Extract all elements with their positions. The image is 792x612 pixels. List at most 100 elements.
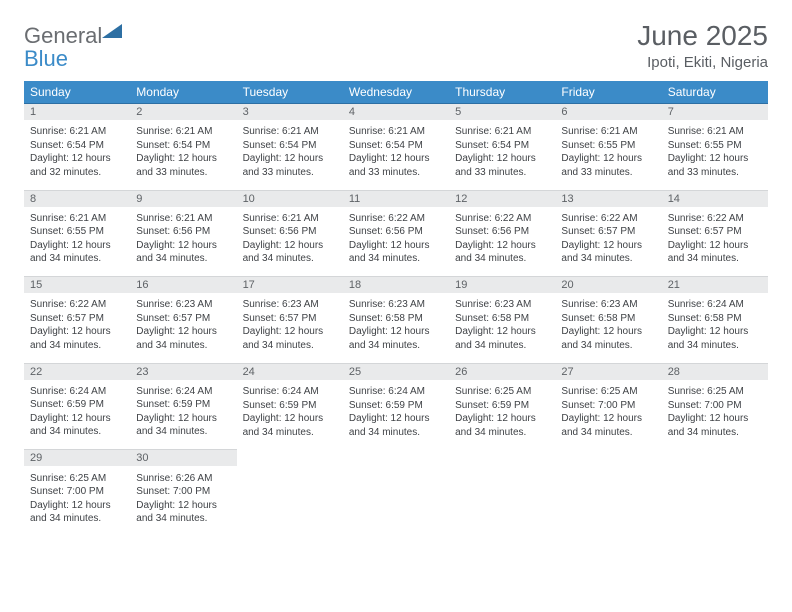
sunrise-line: Sunrise: 6:24 AM [30,385,124,399]
title-block: June 2025 Ipoti, Ekiti, Nigeria [637,20,768,71]
sunrise-line: Sunrise: 6:22 AM [668,212,762,226]
daylight-line: Daylight: 12 hours and 32 minutes. [30,152,124,179]
sunrise-line: Sunrise: 6:21 AM [30,125,124,139]
sunset-line: Sunset: 6:59 PM [243,399,337,413]
daylight-line: Daylight: 12 hours and 34 minutes. [243,325,337,352]
sunrise-line: Sunrise: 6:24 AM [349,385,443,399]
day-number-cell: 29 [24,450,130,467]
sunset-line: Sunset: 6:56 PM [136,225,230,239]
day-number-cell: 23 [130,363,236,380]
sunrise-line: Sunrise: 6:21 AM [455,125,549,139]
day-number-cell: 11 [343,190,449,207]
day-header: Tuesday [237,81,343,104]
sunset-line: Sunset: 6:54 PM [349,139,443,153]
day-number-row: 891011121314 [24,190,768,207]
sunrise-line: Sunrise: 6:21 AM [136,212,230,226]
day-content-cell: Sunrise: 6:22 AMSunset: 6:57 PMDaylight:… [662,207,768,277]
day-number-cell [449,450,555,467]
logo-triangle-icon [102,24,122,40]
day-content-cell: Sunrise: 6:22 AMSunset: 6:56 PMDaylight:… [449,207,555,277]
daylight-line: Daylight: 12 hours and 34 minutes. [349,412,443,439]
day-content-cell: Sunrise: 6:23 AMSunset: 6:58 PMDaylight:… [449,293,555,363]
sunrise-line: Sunrise: 6:21 AM [136,125,230,139]
daylight-line: Daylight: 12 hours and 34 minutes. [136,325,230,352]
day-content-cell [449,466,555,536]
sunrise-line: Sunrise: 6:21 AM [561,125,655,139]
day-number-cell: 4 [343,104,449,121]
sunset-line: Sunset: 6:54 PM [136,139,230,153]
sunset-line: Sunset: 7:00 PM [561,399,655,413]
sunset-line: Sunset: 6:58 PM [561,312,655,326]
day-content-cell: Sunrise: 6:21 AMSunset: 6:56 PMDaylight:… [237,207,343,277]
sunrise-line: Sunrise: 6:24 AM [243,385,337,399]
calendar-body: 1234567Sunrise: 6:21 AMSunset: 6:54 PMDa… [24,104,768,537]
day-content-row: Sunrise: 6:21 AMSunset: 6:55 PMDaylight:… [24,207,768,277]
sunset-line: Sunset: 6:57 PM [136,312,230,326]
day-number-row: 22232425262728 [24,363,768,380]
logo-word-blue: Blue [24,46,68,71]
day-number-cell: 20 [555,277,661,294]
daylight-line: Daylight: 12 hours and 34 minutes. [30,499,124,526]
daylight-line: Daylight: 12 hours and 34 minutes. [136,239,230,266]
sunset-line: Sunset: 6:58 PM [668,312,762,326]
day-number-cell: 30 [130,450,236,467]
day-content-cell: Sunrise: 6:22 AMSunset: 6:57 PMDaylight:… [24,293,130,363]
day-number-cell: 27 [555,363,661,380]
sunset-line: Sunset: 6:54 PM [243,139,337,153]
sunrise-line: Sunrise: 6:23 AM [349,298,443,312]
sunrise-line: Sunrise: 6:24 AM [668,298,762,312]
sunset-line: Sunset: 7:00 PM [136,485,230,499]
daylight-line: Daylight: 12 hours and 34 minutes. [455,412,549,439]
sunrise-line: Sunrise: 6:23 AM [136,298,230,312]
day-content-cell: Sunrise: 6:22 AMSunset: 6:57 PMDaylight:… [555,207,661,277]
day-content-cell: Sunrise: 6:23 AMSunset: 6:58 PMDaylight:… [343,293,449,363]
day-content-cell [555,466,661,536]
sunrise-line: Sunrise: 6:21 AM [349,125,443,139]
day-number-cell: 7 [662,104,768,121]
day-number-cell: 14 [662,190,768,207]
sunset-line: Sunset: 6:59 PM [455,399,549,413]
sunset-line: Sunset: 7:00 PM [30,485,124,499]
sunrise-line: Sunrise: 6:25 AM [455,385,549,399]
sunrise-line: Sunrise: 6:22 AM [455,212,549,226]
daylight-line: Daylight: 12 hours and 34 minutes. [561,412,655,439]
sunrise-line: Sunrise: 6:25 AM [668,385,762,399]
day-content-row: Sunrise: 6:25 AMSunset: 7:00 PMDaylight:… [24,466,768,536]
day-content-cell: Sunrise: 6:21 AMSunset: 6:55 PMDaylight:… [555,120,661,190]
sunrise-line: Sunrise: 6:22 AM [30,298,124,312]
logo: General Blue [24,20,122,70]
daylight-line: Daylight: 12 hours and 34 minutes. [136,412,230,439]
day-number-cell: 8 [24,190,130,207]
sunset-line: Sunset: 6:57 PM [561,225,655,239]
day-header: Wednesday [343,81,449,104]
day-header: Saturday [662,81,768,104]
day-number-cell: 13 [555,190,661,207]
sunrise-line: Sunrise: 6:23 AM [561,298,655,312]
day-number-cell [662,450,768,467]
day-number-cell [237,450,343,467]
day-number-cell: 12 [449,190,555,207]
day-content-cell: Sunrise: 6:25 AMSunset: 6:59 PMDaylight:… [449,380,555,450]
sunset-line: Sunset: 6:55 PM [668,139,762,153]
day-content-cell: Sunrise: 6:24 AMSunset: 6:59 PMDaylight:… [343,380,449,450]
daylight-line: Daylight: 12 hours and 34 minutes. [243,239,337,266]
calendar-page: General Blue June 2025 Ipoti, Ekiti, Nig… [0,0,792,556]
day-number-cell [343,450,449,467]
daylight-line: Daylight: 12 hours and 34 minutes. [30,239,124,266]
sunrise-line: Sunrise: 6:21 AM [30,212,124,226]
sunrise-line: Sunrise: 6:22 AM [349,212,443,226]
day-number-cell: 28 [662,363,768,380]
daylight-line: Daylight: 12 hours and 33 minutes. [349,152,443,179]
daylight-line: Daylight: 12 hours and 34 minutes. [136,499,230,526]
day-header: Thursday [449,81,555,104]
day-content-cell: Sunrise: 6:22 AMSunset: 6:56 PMDaylight:… [343,207,449,277]
daylight-line: Daylight: 12 hours and 34 minutes. [30,325,124,352]
day-content-cell: Sunrise: 6:21 AMSunset: 6:54 PMDaylight:… [130,120,236,190]
day-number-row: 2930 [24,450,768,467]
daylight-line: Daylight: 12 hours and 33 minutes. [136,152,230,179]
sunset-line: Sunset: 6:59 PM [136,398,230,412]
logo-word-general: General [24,23,102,48]
daylight-line: Daylight: 12 hours and 34 minutes. [455,325,549,352]
daylight-line: Daylight: 12 hours and 34 minutes. [668,325,762,352]
sunset-line: Sunset: 6:57 PM [668,225,762,239]
